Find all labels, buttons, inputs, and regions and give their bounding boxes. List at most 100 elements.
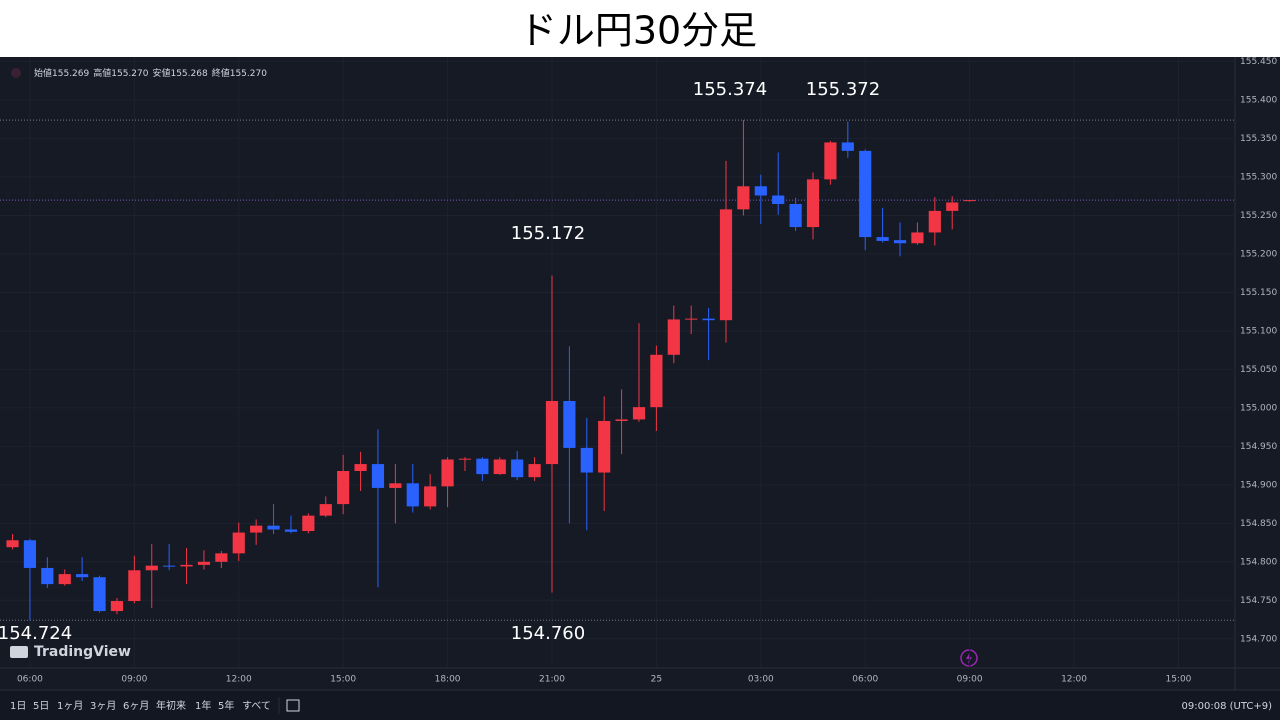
candle-body <box>563 400 576 448</box>
range-button[interactable]: 3ヶ月 <box>90 700 116 712</box>
header <box>0 0 1280 57</box>
candle-body <box>424 486 437 507</box>
candle-body <box>406 483 419 507</box>
range-button[interactable]: すべて <box>242 700 271 712</box>
y-tick-label: 155.300 <box>1240 173 1277 183</box>
candle-body <box>232 532 245 554</box>
candle-body <box>615 419 628 421</box>
candle-body <box>580 447 593 473</box>
range-button[interactable]: 5日 <box>33 701 49 712</box>
range-button[interactable]: 6ヶ月 <box>123 700 149 712</box>
candle-body <box>302 515 315 532</box>
annotation: 154.724 <box>0 623 72 644</box>
candle-body <box>128 570 141 602</box>
candle-body <box>110 601 124 612</box>
legend-value: 155.268 <box>170 69 207 79</box>
candle-body <box>598 420 611 473</box>
chart-bg <box>0 57 1280 720</box>
candle-body <box>667 319 680 355</box>
calendar <box>286 699 300 712</box>
candle-body <box>963 200 976 202</box>
candle-body <box>145 565 158 571</box>
candle-body <box>650 354 663 408</box>
y-tick-label: 154.700 <box>1240 634 1277 644</box>
annotation: 154.760 <box>511 623 585 644</box>
range-button[interactable]: 1ヶ月 <box>57 700 83 712</box>
y-tick-label: 155.250 <box>1240 211 1277 221</box>
legend-value: 155.270 <box>111 69 148 79</box>
candle-body <box>389 483 402 488</box>
candle-body <box>93 577 106 612</box>
candle-body <box>23 540 37 568</box>
y-tick-label: 155.450 <box>1240 57 1277 67</box>
candle-body <box>267 525 280 530</box>
candle-body <box>6 540 19 548</box>
candle-body <box>859 150 872 238</box>
candle-body <box>284 529 298 532</box>
candle-body <box>719 209 733 321</box>
toolbar <box>0 690 1280 720</box>
y-tick-label: 155.150 <box>1240 288 1277 298</box>
ohlc-legend: 始値155.269 高値155.270 安値155.268 終値155.270 <box>34 67 267 79</box>
candle-body <box>893 240 907 244</box>
candle-body <box>458 458 472 460</box>
x-tick-label: 18:00 <box>435 675 461 685</box>
clock: 09:00:08 (UTC+9) <box>1182 701 1273 712</box>
range-button[interactable]: 1日 <box>10 701 26 712</box>
candle-body <box>841 142 854 151</box>
candle-body <box>545 400 559 465</box>
annotation: 155.374 <box>693 79 767 100</box>
x-tick-label: 09:00 <box>957 675 983 685</box>
x-tick-label: 21:00 <box>539 675 565 685</box>
candle-body <box>493 459 506 475</box>
x-tick-label: 25 <box>651 675 662 685</box>
y-tick-label: 155.100 <box>1240 326 1277 336</box>
legend-value: 155.270 <box>230 69 267 79</box>
candle-body <box>946 202 959 211</box>
candle-body <box>215 553 228 562</box>
range-button[interactable]: 年初来 <box>156 699 186 712</box>
y-tick-label: 154.750 <box>1240 596 1277 606</box>
candle-body <box>441 459 454 487</box>
legend-label: 安値 <box>152 67 170 79</box>
candle-body <box>250 525 263 533</box>
y-tick-label: 154.850 <box>1240 519 1277 529</box>
y-tick-label: 155.000 <box>1240 403 1277 413</box>
range-button[interactable]: 5年 <box>218 699 234 712</box>
candle-body <box>702 318 715 321</box>
candle-body <box>685 318 698 320</box>
candle-body <box>824 142 837 180</box>
candle-body <box>928 210 941 233</box>
x-tick-label: 12:00 <box>226 675 252 685</box>
candle-body <box>354 464 367 472</box>
candle-body <box>911 232 924 244</box>
legend-label: 終値 <box>212 67 230 79</box>
date-range-icon[interactable] <box>286 699 300 712</box>
candle-body <box>476 458 489 475</box>
x-tick-label: 15:00 <box>1165 675 1191 685</box>
candle-body <box>41 567 54 585</box>
candle-body <box>197 561 211 565</box>
y-tick-label: 155.400 <box>1240 96 1277 106</box>
x-tick-label: 06:00 <box>852 675 878 685</box>
candle-body <box>754 186 767 196</box>
candle-body <box>180 564 193 567</box>
candle-body <box>789 203 802 228</box>
candle-body <box>337 471 350 505</box>
lightning-icon[interactable] <box>960 649 978 667</box>
candle-body <box>737 186 750 210</box>
candle-body <box>511 459 524 478</box>
candle-body <box>632 407 646 420</box>
x-tick-label: 12:00 <box>1061 675 1087 685</box>
range-button[interactable]: 1年 <box>195 699 211 712</box>
candle-body <box>876 237 889 241</box>
x-tick-label: 06:00 <box>17 675 43 685</box>
y-tick-label: 154.800 <box>1240 557 1277 567</box>
annotation: 155.372 <box>806 79 880 100</box>
y-tick-label: 154.950 <box>1240 442 1277 452</box>
x-tick-label: 03:00 <box>748 675 774 685</box>
y-tick-label: 155.050 <box>1240 365 1277 375</box>
candle-body <box>58 574 71 585</box>
candle-body <box>772 195 785 204</box>
